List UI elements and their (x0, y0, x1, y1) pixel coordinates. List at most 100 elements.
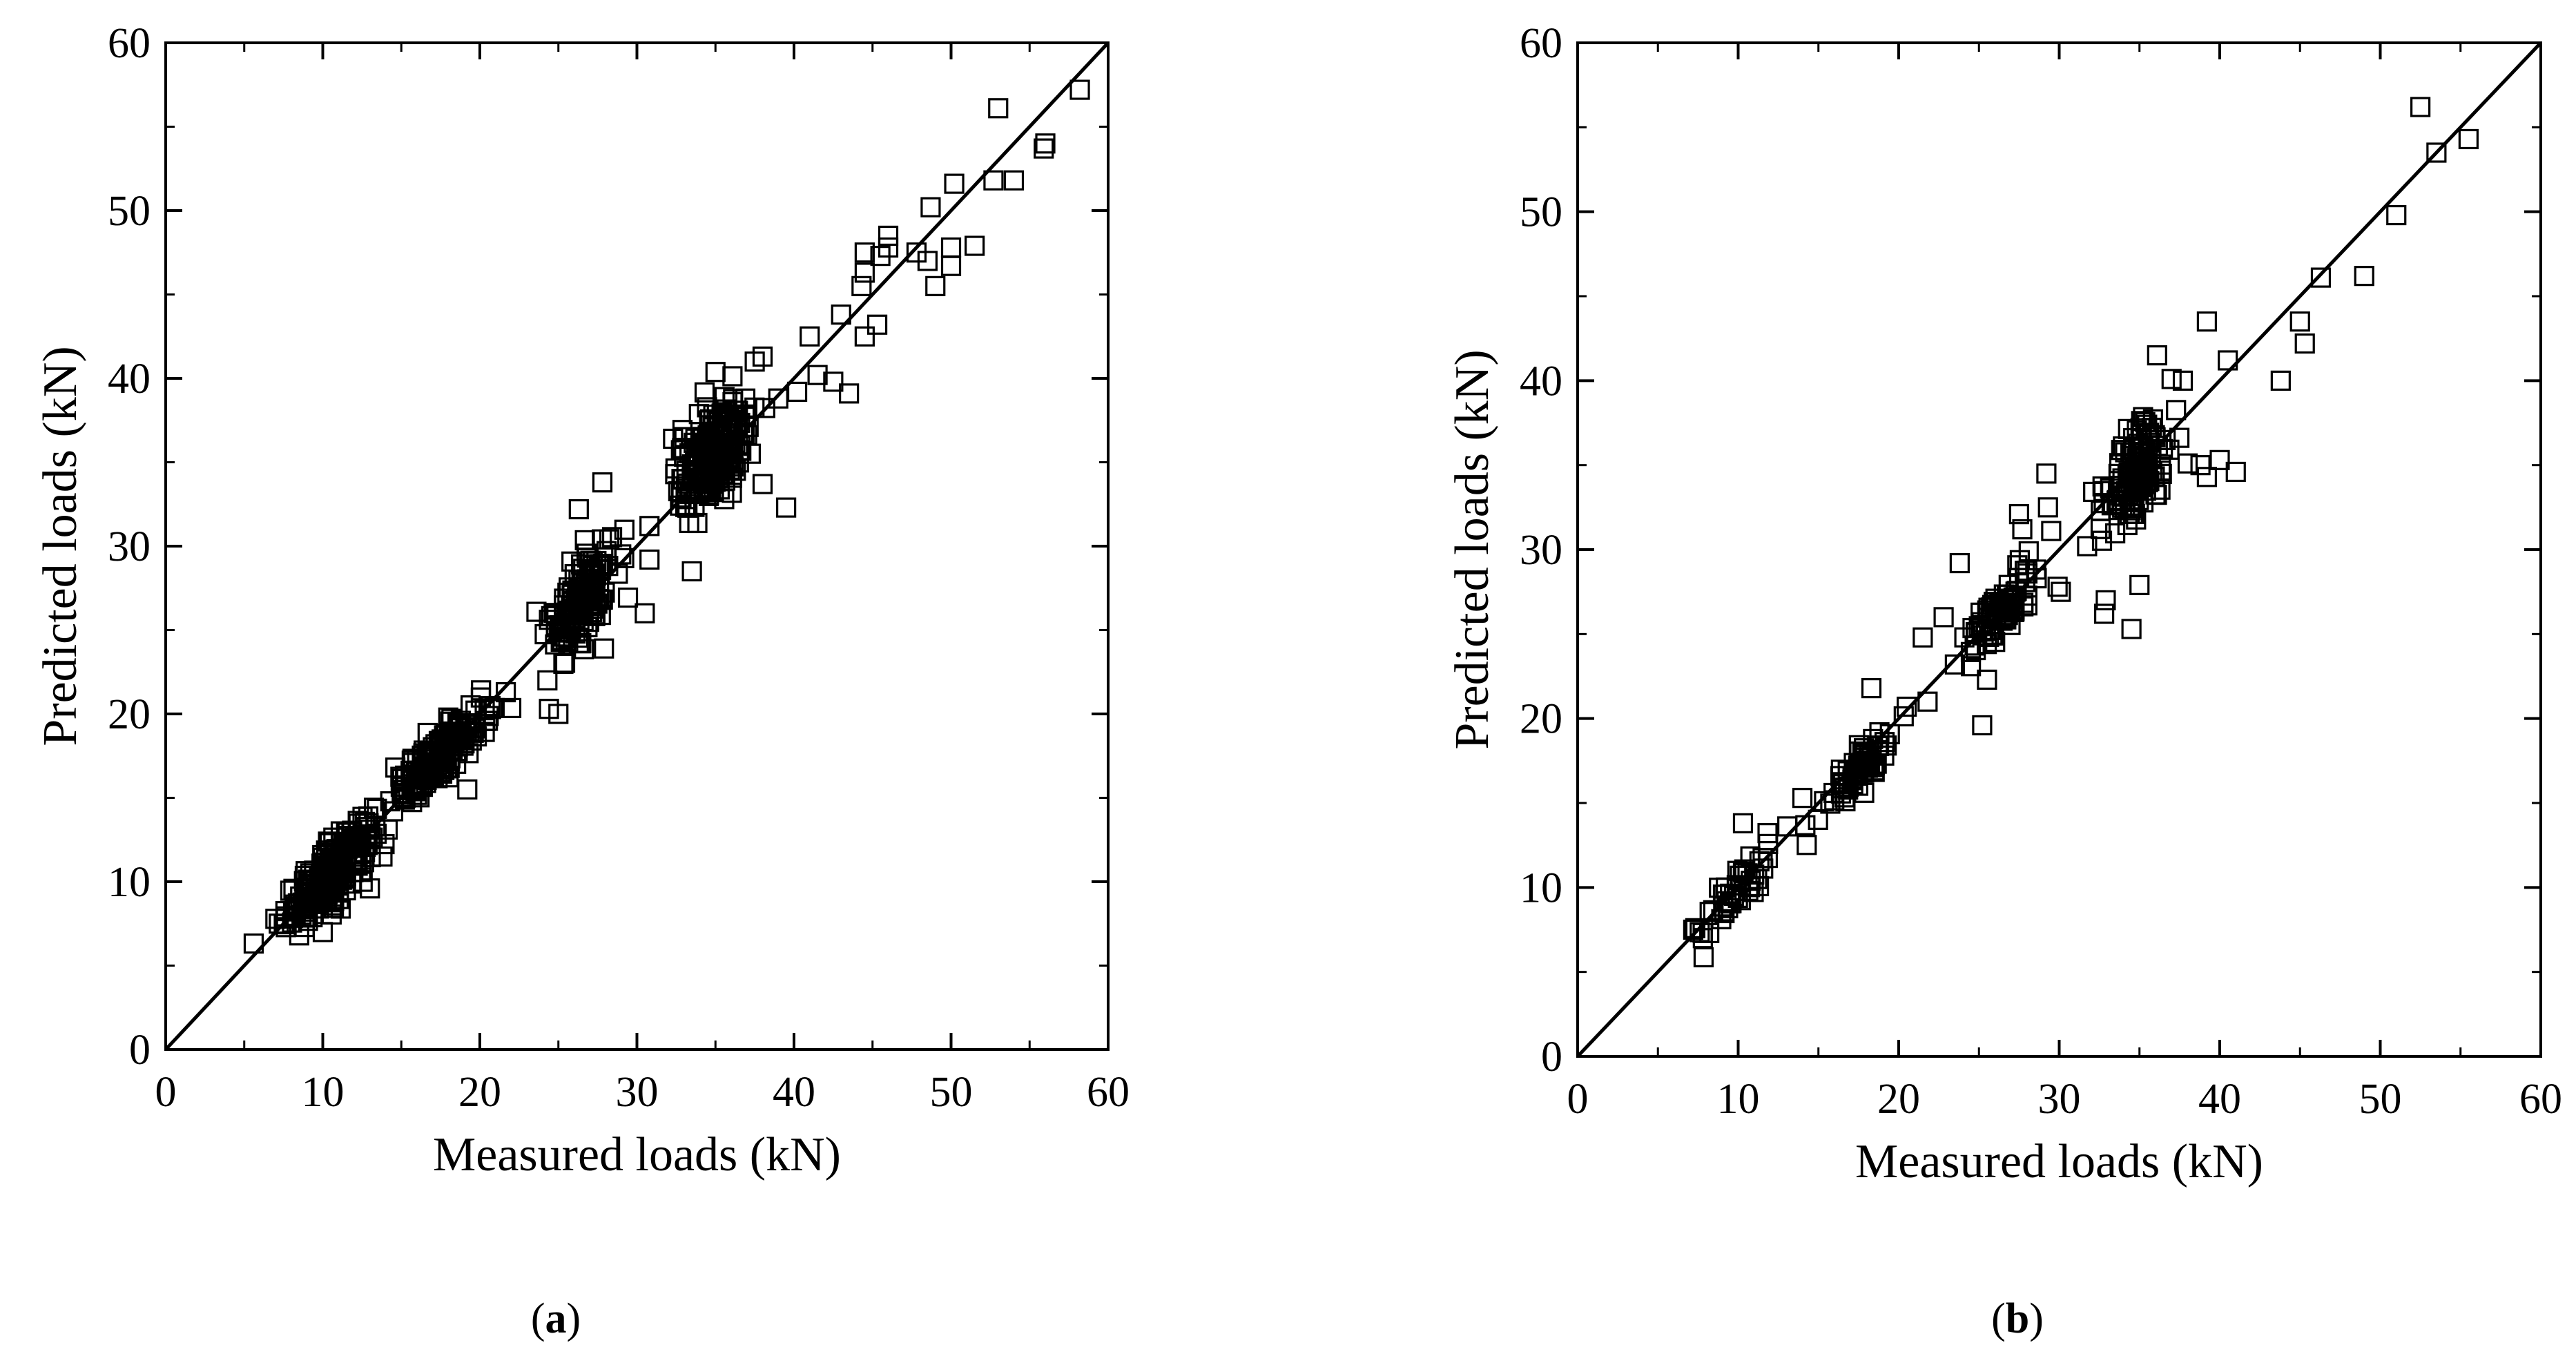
scatter-point (800, 326, 820, 347)
scatter-point (1832, 774, 1853, 795)
scatter-point (1944, 654, 1965, 675)
scatter-point (663, 428, 684, 449)
scatter-point (501, 697, 522, 719)
scatter-point (574, 639, 594, 659)
scatter-point (1730, 865, 1750, 886)
scatter-point (356, 817, 376, 838)
scatter-point (2139, 471, 2160, 492)
x-axis-title: Measured loads (kN) (433, 1128, 841, 1181)
scatter-point (568, 590, 589, 611)
scatter-point (1692, 928, 1713, 949)
scatter-point (2083, 481, 2104, 503)
scatter-point (823, 371, 844, 392)
scatter-point (807, 365, 828, 385)
scatter-point (548, 704, 569, 724)
scatter-point (289, 925, 309, 946)
panel-a: 0 10 20 30 40 50 60 0 10 20 30 40 50 60 Measured loads… (34, 20, 1130, 1342)
scatter-point (1933, 607, 1954, 628)
scatter-point (854, 242, 875, 263)
scatter-point (920, 197, 941, 217)
y-tick-label: 10 (1520, 864, 1562, 911)
scatter-point (1960, 641, 1982, 662)
scatter-point (309, 883, 329, 904)
scatter-point (2008, 504, 2029, 525)
y-tick-label: 0 (129, 1027, 151, 1074)
scatter-point (582, 590, 603, 610)
scatter-point (405, 781, 426, 802)
scatter-point (1869, 722, 1890, 743)
scatter-point (639, 516, 660, 536)
scatter-point (831, 304, 851, 325)
scatter-point (430, 732, 452, 753)
scatter-point (2426, 142, 2447, 163)
x-tick-label: 30 (616, 1069, 659, 1116)
scatter-point (878, 225, 899, 246)
scatter-point (2041, 521, 2062, 541)
scatter-point (419, 745, 440, 766)
scatter-point (1961, 656, 1982, 677)
scatter-point (1986, 608, 2006, 629)
scatter-point (734, 404, 755, 425)
x-tick-label: 10 (1717, 1076, 1760, 1123)
scatter-point (2026, 568, 2047, 589)
y-tick-label: 60 (108, 20, 151, 67)
scatter-point (594, 638, 614, 659)
scatter-point (425, 734, 446, 755)
scatter-point (2134, 464, 2155, 485)
scatter-point (1035, 133, 1056, 154)
scatter-point (297, 896, 318, 916)
scatter-point (694, 382, 715, 403)
scatter-point (693, 458, 713, 479)
scatter-point (988, 98, 1009, 119)
scatter-point (1714, 902, 1735, 924)
x-tick-label: 60 (2519, 1076, 2562, 1123)
x-tick-label: 60 (1087, 1069, 1130, 1116)
scatter-point (617, 587, 639, 608)
scatter-point (1732, 862, 1754, 882)
scatter-point (2094, 603, 2115, 624)
scatter-point (346, 855, 367, 875)
scatter-point (545, 617, 567, 638)
scatter-point (670, 482, 691, 503)
scatter-point (705, 362, 726, 383)
scatter-point (460, 695, 481, 716)
scatter-point (687, 512, 708, 534)
scatter-point (2310, 267, 2332, 288)
scatter-point (577, 617, 598, 637)
scatter-point (452, 722, 472, 743)
scatter-point (592, 472, 613, 493)
scatter-point (776, 497, 797, 518)
scatter-point (391, 782, 412, 804)
scatter-point (1699, 922, 1720, 943)
scatter-point (786, 381, 808, 403)
scatter-point (601, 527, 623, 548)
scatter-point (592, 589, 613, 610)
scatter-point (1757, 847, 1779, 869)
scatter-point (2225, 461, 2246, 483)
x-tick-label: 20 (458, 1069, 501, 1116)
scatter-point (965, 235, 985, 256)
x-tick-label: 0 (1567, 1076, 1589, 1123)
scatter-point (1917, 691, 1938, 712)
scatter-point (351, 849, 371, 870)
scatter-point (1949, 552, 1970, 574)
scatter-point (1972, 715, 1993, 736)
x-tick-label: 50 (930, 1069, 973, 1116)
scatter-point (1852, 762, 1873, 783)
scatter-point (457, 779, 478, 800)
x-axis-title: Measured loads (kN) (1855, 1135, 2263, 1188)
scatter-point (878, 237, 899, 258)
scatter-point (722, 418, 743, 440)
scatter-point (571, 632, 592, 654)
y-axis-title: Predicted loads (kN) (1446, 349, 1499, 749)
scatter-point (1797, 835, 1817, 855)
x-tick-label: 0 (155, 1069, 177, 1116)
scatter-point (243, 933, 264, 954)
scatter-point (322, 848, 343, 869)
panel-b: 0 10 20 30 40 50 60 0 10 20 30 40 50 60 Measured loads… (1446, 20, 2562, 1342)
x-tick-label: 10 (302, 1069, 345, 1116)
scatter-point (735, 388, 756, 409)
scatter-point (282, 901, 304, 922)
y-tick-label: 20 (1520, 696, 1562, 743)
scatter-point (675, 476, 696, 496)
